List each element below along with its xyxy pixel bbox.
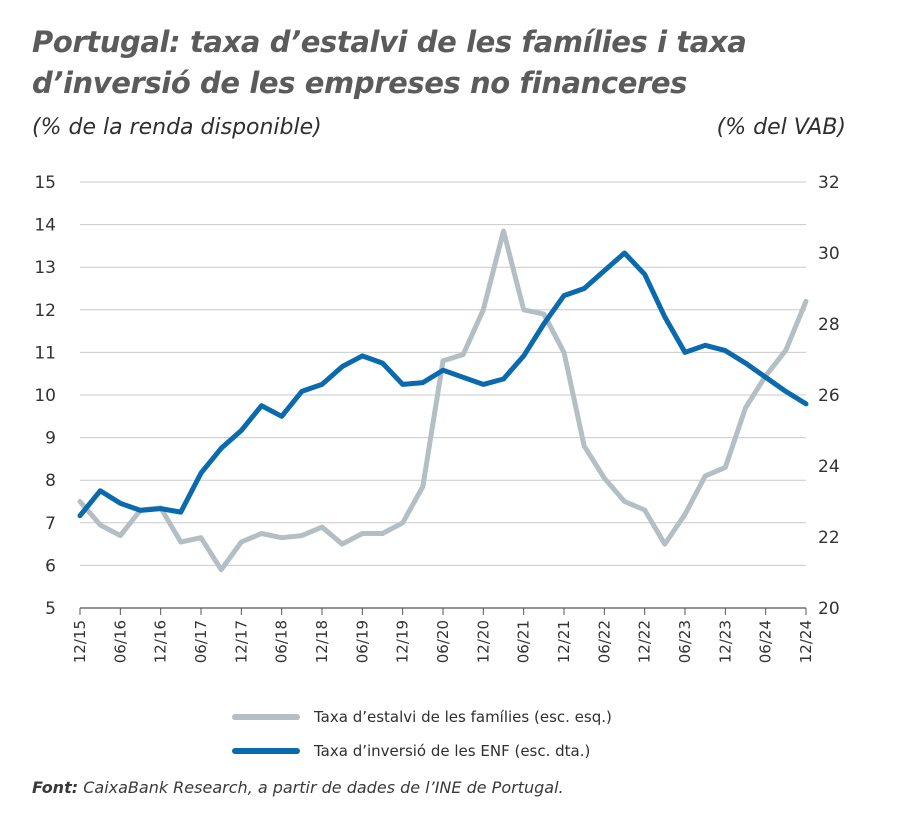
right-axis-unit: (% del VAB) [716, 115, 846, 140]
x-tick-label: 06/16 [111, 620, 129, 663]
x-tick-label: 06/22 [595, 620, 613, 663]
source-note: Font: CaixaBank Research, a partir de da… [32, 778, 564, 797]
y-right-tick-label: 22 [818, 528, 840, 548]
x-tick-label: 12/22 [636, 620, 654, 663]
x-tick-label: 12/17 [232, 620, 250, 663]
legend-swatch-investment [232, 748, 300, 754]
x-tick-label: 12/21 [555, 620, 573, 663]
y-right-tick-label: 26 [818, 386, 840, 406]
x-tick-label: 06/18 [273, 620, 291, 663]
source-label: Font: [32, 778, 79, 797]
y-left-tick-label: 14 [34, 216, 56, 236]
y-left-tick-label: 10 [34, 386, 56, 406]
y-left-tick-label: 11 [34, 343, 56, 363]
y-left-tick-label: 9 [45, 429, 56, 449]
x-tick-label: 06/17 [192, 620, 210, 663]
source-text: CaixaBank Research, a partir de dades de… [78, 778, 564, 797]
legend-label-investment: Taxa d’inversió de les ENF (esc. dta.) [314, 742, 591, 760]
chart-title: Portugal: taxa d’estalvi de les famílies… [32, 25, 747, 100]
x-tick-label: 06/20 [434, 620, 452, 663]
x-tick-label: 12/24 [797, 620, 815, 663]
y-right-tick-label: 28 [818, 315, 840, 335]
x-tick-label: 06/21 [515, 620, 533, 663]
x-tick-label: 06/19 [353, 620, 371, 663]
y-left-tick-label: 6 [45, 556, 56, 576]
y-left-tick-label: 7 [45, 514, 56, 534]
savings-line [77, 228, 809, 573]
y-left-tick-label: 8 [45, 471, 56, 491]
x-tick-label: 12/18 [313, 620, 331, 663]
legend-label-savings: Taxa d’estalvi de les famílies (esc. esq… [314, 708, 612, 726]
y-right-tick-label: 32 [818, 173, 840, 193]
legend-swatch-savings [232, 714, 300, 720]
y-right-tick-label: 20 [818, 599, 840, 619]
y-left-tick-label: 13 [34, 258, 56, 278]
line-chart: 5 6 7 8 9 10 11 12 13 14 15 20 22 24 26 28 30 32 12/15 06/1… [34, 173, 840, 663]
y-right-tick-label: 30 [818, 244, 840, 264]
investment-line [77, 250, 809, 519]
x-tick-label: 06/23 [676, 620, 694, 663]
left-axis-unit: (% de la renda disponible) [32, 115, 322, 140]
legend: Taxa d’estalvi de les famílies (esc. esq… [232, 700, 612, 768]
y-left-tick-label: 15 [34, 173, 56, 193]
x-tick-label: 06/24 [757, 620, 775, 663]
x-tick-label: 12/20 [474, 620, 492, 663]
x-tick-label: 12/15 [71, 620, 89, 663]
y-left-tick-label: 5 [45, 599, 56, 619]
x-tick-label: 12/23 [716, 620, 734, 663]
x-tick-label: 12/19 [394, 620, 412, 663]
x-tick-label: 12/16 [152, 620, 170, 663]
legend-item-savings: Taxa d’estalvi de les famílies (esc. esq… [232, 700, 612, 734]
y-left-tick-label: 12 [34, 301, 56, 321]
y-right-tick-label: 24 [818, 457, 840, 477]
legend-item-investment: Taxa d’inversió de les ENF (esc. dta.) [232, 734, 612, 768]
